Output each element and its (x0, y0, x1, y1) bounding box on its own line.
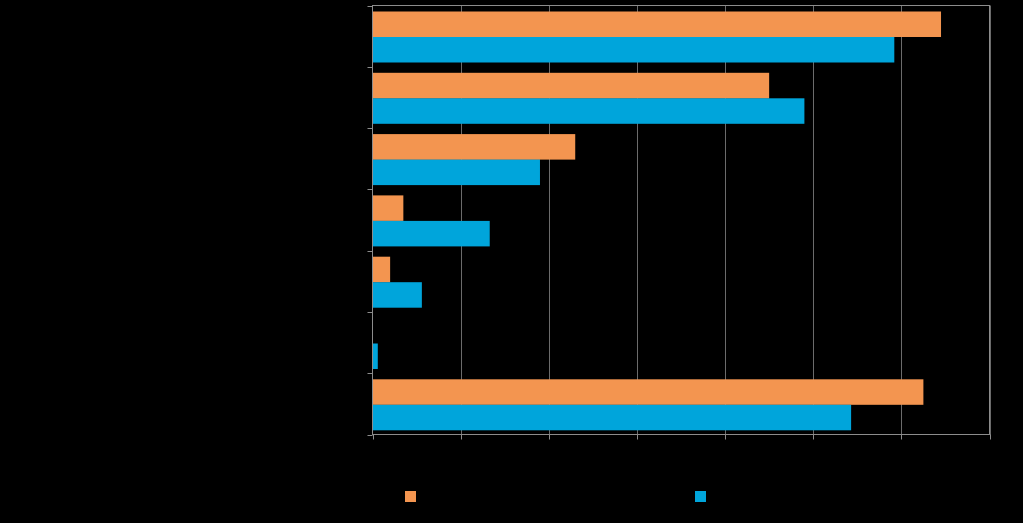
bar-series0-cat2 (372, 134, 576, 160)
bar-series1-cat6 (372, 404, 852, 431)
legend-swatch-series0 (405, 491, 416, 502)
bar-series0-cat0 (372, 11, 942, 37)
bar-series0-cat3 (372, 195, 404, 221)
legend-swatch-series1 (695, 491, 706, 502)
bar-series1-cat5 (372, 343, 378, 369)
bar-series0-cat1 (372, 72, 770, 99)
legend (405, 491, 706, 502)
bar-series0-cat4 (372, 256, 391, 283)
plot-frame (372, 5, 990, 435)
bar-series1-cat4 (372, 282, 422, 308)
bar-series1-cat2 (372, 159, 540, 186)
bar-series1-cat3 (372, 220, 490, 247)
bar-series1-cat0 (372, 37, 895, 63)
axes (367, 5, 991, 440)
bar-series0-cat6 (372, 379, 924, 405)
grid-lines (461, 5, 991, 435)
bars (372, 11, 942, 431)
bar-series1-cat1 (372, 98, 805, 124)
